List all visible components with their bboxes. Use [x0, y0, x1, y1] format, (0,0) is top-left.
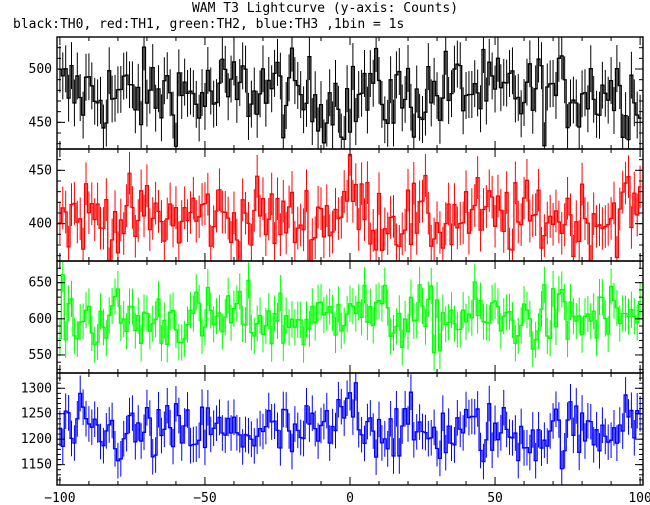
y-tick-label: 450 [29, 115, 52, 130]
y-tick-label: 500 [29, 62, 52, 77]
error-bars-th3 [59, 373, 641, 485]
y-tick-label: 1300 [21, 381, 52, 396]
x-tick-label: 50 [487, 491, 503, 505]
line-th0 [58, 46, 642, 147]
y-tick-label: 450 [29, 163, 52, 178]
series-th2 [58, 261, 642, 371]
chart-title: WAM T3 Lightcurve (y-axis: Counts) [191, 1, 459, 16]
x-tick-label: 0 [346, 491, 354, 505]
y-tick-label: 1150 [21, 458, 52, 473]
y-tick-label: 1250 [21, 407, 52, 422]
y-tick-label: 650 [29, 276, 52, 291]
series-th3 [58, 373, 642, 485]
y-tick-label: 1200 [21, 432, 52, 447]
x-tick-label: −100 [44, 491, 75, 505]
y-tick-label: 600 [29, 312, 52, 327]
x-tick-label: 100 [628, 491, 650, 505]
y-tick-label: 400 [29, 217, 52, 232]
line-th3 [58, 382, 642, 470]
chart-subtitle: black:TH0, red:TH1, green:TH2, blue:TH3 … [13, 17, 405, 32]
series-th0 [58, 37, 642, 149]
y-tick-label: 550 [29, 348, 52, 363]
x-tick-label: −50 [193, 491, 216, 505]
line-th2 [58, 273, 642, 354]
